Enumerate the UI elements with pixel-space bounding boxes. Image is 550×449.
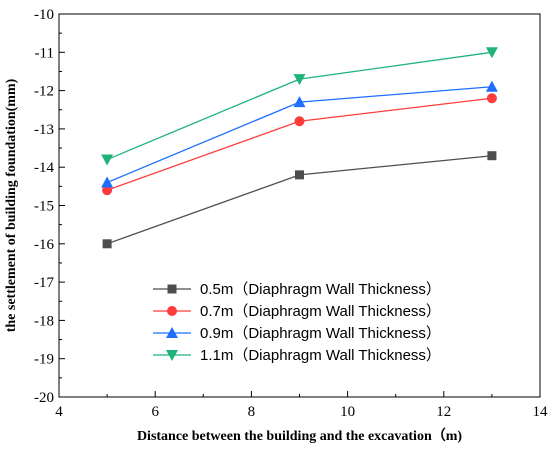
- data-point: [101, 154, 114, 166]
- data-point: [101, 176, 114, 188]
- y-tick-label: -19: [34, 352, 54, 368]
- data-point: [293, 74, 306, 86]
- y-tick-label: -12: [34, 84, 54, 100]
- x-tick-label: 10: [340, 404, 355, 420]
- series-3: [101, 47, 498, 166]
- legend-entry: 0.7m（Diaphragm Wall Thickness）: [153, 303, 441, 320]
- data-point: [485, 47, 498, 59]
- x-axis-ticks: 4 6 8 10 12 14: [55, 391, 548, 420]
- series-0: [102, 151, 497, 249]
- legend-marker: [166, 327, 178, 338]
- data-point: [102, 185, 113, 196]
- legend-entry: 1.1m（Diaphragm Wall Thickness）: [153, 347, 441, 364]
- y-tick-label: -15: [34, 199, 54, 215]
- y-tick-label: -11: [35, 45, 54, 61]
- x-tick-label: 8: [248, 404, 256, 420]
- y-tick-label: -13: [34, 122, 54, 138]
- y-tick-label: -20: [34, 390, 54, 406]
- legend-label: 0.7m（Diaphragm Wall Thickness）: [200, 303, 441, 320]
- legend: 0.5m（Diaphragm Wall Thickness） 0.7m（Diaph…: [153, 281, 441, 364]
- x-tick-label: 6: [151, 404, 159, 420]
- y-axis-ticks: -10 -11 -12 -13 -14 -15 -16 -17 -18 -19 -20: [34, 7, 65, 406]
- series-layer: [101, 47, 498, 249]
- data-point: [293, 96, 306, 108]
- series-1: [102, 93, 497, 196]
- legend-marker: [167, 284, 177, 294]
- data-point: [102, 239, 112, 249]
- legend-entry: 0.9m（Diaphragm Wall Thickness）: [153, 325, 441, 342]
- x-tick-label: 14: [533, 404, 549, 420]
- legend-entry: 0.5m（Diaphragm Wall Thickness）: [153, 281, 441, 298]
- y-tick-label: -18: [34, 313, 54, 329]
- data-point: [294, 116, 305, 127]
- y-tick-label: -10: [34, 7, 54, 23]
- data-point: [295, 170, 304, 180]
- data-point: [486, 93, 497, 104]
- x-axis-title: Distance between the building and the ex…: [137, 428, 462, 444]
- y-tick-label: -17: [34, 275, 54, 291]
- data-point: [487, 151, 497, 161]
- legend-label: 0.9m（Diaphragm Wall Thickness）: [200, 325, 441, 342]
- x-tick-label: 12: [436, 404, 451, 420]
- y-axis-title: the settlement of building foundation(mm…: [4, 78, 19, 332]
- data-point: [485, 80, 498, 92]
- series-2: [101, 80, 498, 188]
- y-tick-label: -16: [34, 237, 54, 253]
- legend-marker: [166, 350, 178, 361]
- legend-label: 0.5m（Diaphragm Wall Thickness）: [200, 281, 441, 298]
- x-tick-label: 4: [55, 404, 63, 420]
- legend-label: 1.1m（Diaphragm Wall Thickness）: [200, 347, 441, 364]
- y-tick-label: -14: [34, 160, 54, 176]
- legend-marker: [167, 306, 177, 316]
